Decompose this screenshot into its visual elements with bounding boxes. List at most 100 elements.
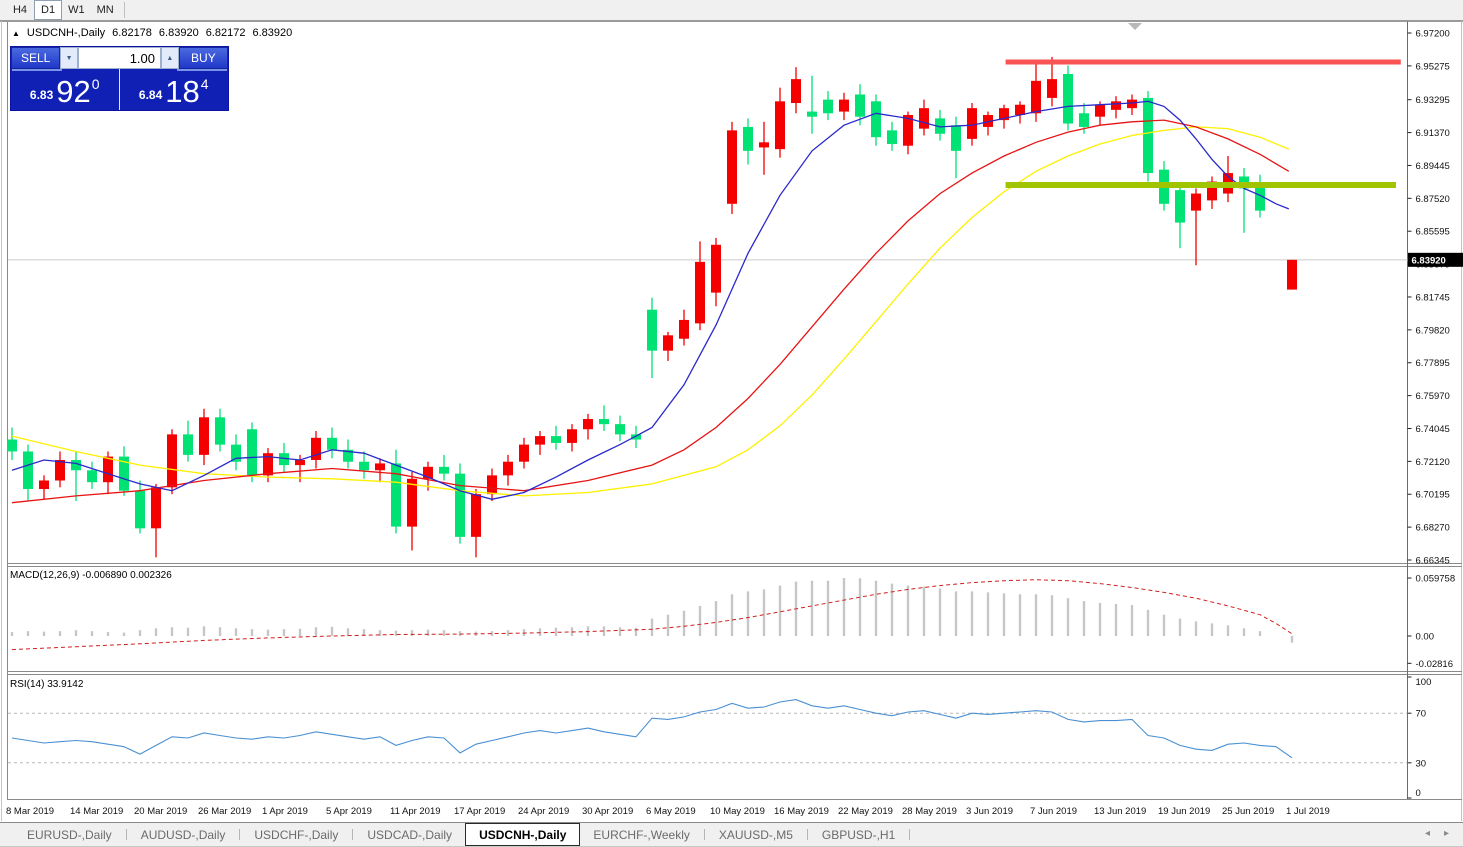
tab-xauusd-m5[interactable]: XAUUSD-,M5: [718, 827, 793, 842]
chart-shift-marker-icon[interactable]: [1128, 23, 1142, 30]
svg-text:8 Mar 2019: 8 Mar 2019: [6, 806, 54, 817]
sell-price-point: 0: [91, 76, 100, 92]
chart-symbol-label: USDCNH-,Daily: [26, 27, 106, 39]
svg-text:25 Jun 2019: 25 Jun 2019: [1222, 806, 1274, 817]
svg-text:6.81745: 6.81745: [1416, 292, 1450, 303]
object-hlines: [1005, 59, 1401, 189]
svg-text:6.93295: 6.93295: [1416, 95, 1450, 106]
sell-price-display[interactable]: 6.83 92 0: [11, 69, 120, 110]
svg-text:1 Apr 2019: 1 Apr 2019: [262, 806, 308, 817]
tab-divider: [703, 829, 705, 840]
collapse-triangle-icon[interactable]: ▲: [12, 28, 20, 38]
buy-price-point: 4: [200, 76, 209, 92]
sell-price-prefix: 6.83: [29, 88, 54, 102]
svg-text:6.91370: 6.91370: [1416, 128, 1450, 139]
tabs-scroll-right-icon[interactable]: ▸: [1443, 828, 1449, 839]
ma-mid-red: [11, 119, 1290, 504]
svg-text:3 Jun 2019: 3 Jun 2019: [966, 806, 1013, 817]
buy-underline: [177, 69, 227, 71]
candles-layer: [7, 56, 1297, 558]
svg-text:26 Mar 2019: 26 Mar 2019: [198, 806, 251, 817]
svg-text:6.68270: 6.68270: [1416, 523, 1450, 534]
tabs-scroll-left-icon[interactable]: ◂: [1424, 828, 1430, 839]
svg-text:14 Mar 2019: 14 Mar 2019: [70, 806, 123, 817]
svg-text:30 Apr 2019: 30 Apr 2019: [582, 806, 633, 817]
tab-divider: [909, 829, 911, 840]
svg-text:6.66345: 6.66345: [1416, 556, 1450, 567]
tab-gbpusd-h1[interactable]: GBPUSD-,H1: [821, 827, 896, 842]
svg-text:100: 100: [1416, 677, 1432, 688]
buy-button[interactable]: BUY: [178, 47, 228, 69]
volume-input[interactable]: [78, 47, 161, 69]
svg-text:0.059758: 0.059758: [1416, 574, 1456, 585]
ohlc-close-value: 6.83920: [252, 27, 293, 39]
timeframe-w1-button[interactable]: W1: [68, 4, 85, 16]
timeframe-h4-button[interactable]: H4: [12, 4, 28, 16]
buy-price-display[interactable]: 6.84 18 4: [120, 69, 229, 110]
svg-text:28 May 2019: 28 May 2019: [902, 806, 957, 817]
svg-text:6.79820: 6.79820: [1416, 325, 1450, 336]
tab-eurchf-weekly[interactable]: EURCHF-,Weekly: [593, 827, 690, 842]
volume-increase-stepper[interactable]: ▲: [161, 47, 179, 69]
svg-text:6.97200: 6.97200: [1416, 29, 1450, 40]
rsi-indicator-label: RSI(14) 33.9142: [10, 679, 84, 690]
sell-price-pips: 92: [56, 74, 91, 110]
timeframe-d1-button[interactable]: D1: [34, 0, 63, 20]
timeframe-toolbar: H4 D1 W1 MN: [0, 0, 1463, 21]
macd-signal-line: [11, 579, 1293, 651]
svg-text:5 Apr 2019: 5 Apr 2019: [326, 806, 372, 817]
svg-text:0.00: 0.00: [1416, 632, 1435, 643]
svg-text:6.87520: 6.87520: [1416, 194, 1450, 205]
svg-text:6.75970: 6.75970: [1416, 391, 1450, 402]
price-axis: 6.97200 6.95275 6.93295 6.91370 6.89445 6.875…: [1407, 29, 1463, 567]
timeframe-mn-button[interactable]: MN: [96, 4, 114, 16]
buy-price-pips: 18: [165, 74, 200, 110]
svg-text:10 May 2019: 10 May 2019: [710, 806, 765, 817]
svg-text:6.70195: 6.70195: [1416, 490, 1450, 501]
tab-divider: [239, 829, 241, 840]
ma-fast-blue: [11, 100, 1290, 500]
svg-text:6.77895: 6.77895: [1416, 358, 1450, 369]
macd-panel: 0.059758 0.00 -0.02816: [10, 574, 1456, 670]
chart-ohlc-header: ▲ USDCNH-,Daily 6.82178 6.83920 6.82172 …: [12, 27, 292, 39]
ohlc-low-value: 6.82172: [205, 27, 246, 39]
toolbar-separator: [123, 2, 125, 18]
svg-text:24 Apr 2019: 24 Apr 2019: [518, 806, 569, 817]
tab-usdcnh-daily[interactable]: USDCNH-,Daily: [465, 823, 581, 846]
svg-text:6.95275: 6.95275: [1416, 61, 1450, 72]
rsi-panel: 100 70 30 0: [8, 676, 1432, 799]
ohlc-high-value: 6.83920: [158, 27, 199, 39]
ohlc-open-value: 6.82178: [112, 27, 152, 39]
symbol-tab-bar: EURUSD-,Daily AUDUSD-,Daily USDCHF-,Dail…: [0, 822, 1463, 847]
sell-button[interactable]: SELL: [11, 47, 61, 69]
svg-text:11 Apr 2019: 11 Apr 2019: [390, 806, 441, 817]
svg-text:19 Jun 2019: 19 Jun 2019: [1158, 806, 1210, 817]
tab-usdcad-daily[interactable]: USDCAD-,Daily: [367, 827, 453, 842]
svg-text:6.89445: 6.89445: [1416, 161, 1450, 172]
svg-text:30: 30: [1416, 758, 1427, 769]
svg-text:20 Mar 2019: 20 Mar 2019: [134, 806, 187, 817]
svg-text:6.85595: 6.85595: [1416, 227, 1450, 238]
svg-text:70: 70: [1416, 709, 1427, 720]
svg-text:6.72120: 6.72120: [1416, 457, 1450, 468]
svg-text:22 May 2019: 22 May 2019: [838, 806, 893, 817]
svg-text:13 Jun 2019: 13 Jun 2019: [1094, 806, 1146, 817]
current-price-tag: [1408, 252, 1463, 267]
tab-eurusd-daily[interactable]: EURUSD-,Daily: [27, 827, 112, 842]
tab-usdchf-daily[interactable]: USDCHF-,Daily: [254, 827, 339, 842]
ma-slow-yellow: [11, 126, 1290, 497]
svg-text:6.74045: 6.74045: [1416, 424, 1450, 435]
moving-averages: [11, 100, 1290, 504]
tab-divider: [125, 829, 127, 840]
chart-canvas[interactable]: 6.97200 6.95275 6.93295 6.91370 6.89445 6.875…: [0, 0, 1463, 822]
panel-borders: [0, 21, 1463, 821]
tab-audusd-daily[interactable]: AUDUSD-,Daily: [140, 827, 226, 842]
tab-divider: [352, 829, 354, 840]
svg-text:16 May 2019: 16 May 2019: [774, 806, 829, 817]
svg-text:6 May 2019: 6 May 2019: [646, 806, 696, 817]
volume-decrease-stepper[interactable]: ▼: [60, 47, 78, 69]
svg-text:17 Apr 2019: 17 Apr 2019: [454, 806, 505, 817]
date-axis: 8 Mar 2019 14 Mar 2019 20 Mar 2019 26 Mar 2…: [6, 806, 1330, 817]
macd-indicator-label: MACD(12,26,9) -0.006890 0.002326: [10, 570, 172, 581]
rsi-line: [11, 699, 1293, 759]
